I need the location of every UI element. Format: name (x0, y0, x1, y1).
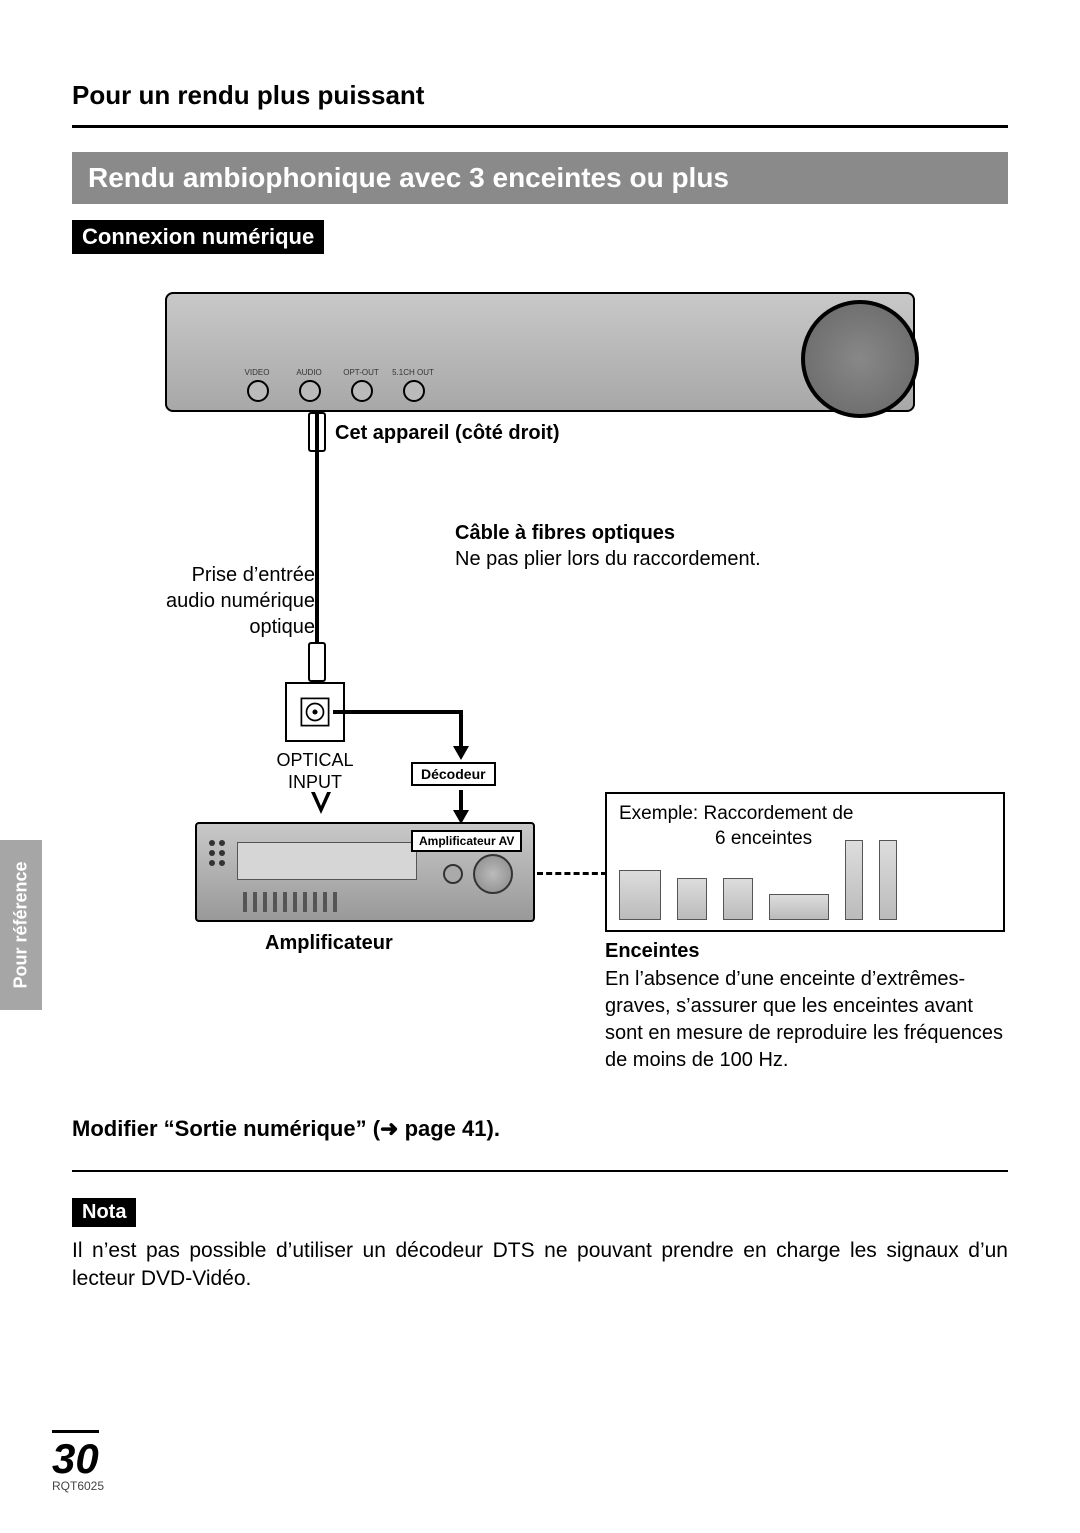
side-tab: Pour référence (0, 840, 42, 1010)
speaker-icon (723, 878, 753, 920)
subwoofer-icon (619, 870, 661, 920)
player-ports: VIDEO AUDIO OPT-OUT 5.1CH OUT (247, 380, 425, 402)
side-tab-label: Pour référence (11, 861, 32, 988)
cable-title: Câble à fibres optiques (455, 522, 675, 545)
optical-cable (315, 412, 319, 672)
section-rule (72, 1170, 1008, 1172)
tower-speaker-icon (879, 840, 897, 920)
modify-instruction: Modifier “Sortie numérique” (➜ page 41). (72, 1116, 1008, 1142)
page-number: 30 (52, 1430, 99, 1483)
dashed-connection (537, 872, 607, 875)
amplifier-label: Amplificateur (265, 932, 393, 955)
enceintes-text: En l’absence d’une enceinte d’extrêmes-g… (605, 966, 1005, 1074)
cable-plug-bottom (308, 642, 326, 682)
amp-av-label: Amplificateur AV (411, 830, 522, 852)
signal-line-h (333, 710, 463, 714)
port-video (247, 380, 269, 402)
page-title: Pour un rendu plus puissant (72, 80, 1008, 111)
doc-code: RQT6025 (52, 1479, 104, 1493)
optical-input-label: Prise d’entrée audio numérique optique (145, 562, 315, 640)
nota-text: Il n’est pas possible d’utiliser un déco… (72, 1237, 1008, 1294)
center-speaker-icon (769, 894, 829, 920)
arrow-down-icon (453, 746, 469, 760)
speaker-icon (677, 878, 707, 920)
page-number-block: 30 RQT6025 (52, 1430, 104, 1493)
port-optout (351, 380, 373, 402)
speaker-example-frame: Exemple: Raccordement de 6 enceintes (605, 792, 1005, 932)
speaker-icons (619, 840, 897, 920)
section-banner: Rendu ambiophonique avec 3 enceintes ou … (72, 152, 1008, 204)
signal-line-v1 (459, 710, 463, 750)
player-label: Cet appareil (côté droit) (335, 422, 559, 445)
sub-banner: Connexion numérique (72, 220, 324, 254)
speaker-example-line1: Exemple: Raccordement de (619, 803, 853, 824)
cable-note: Ne pas plier lors du raccordement. (455, 548, 761, 571)
decoder-box: Décodeur (411, 762, 496, 786)
manual-page: Pour un rendu plus puissant Rendu ambiop… (0, 0, 1080, 1533)
player-device: VIDEO AUDIO OPT-OUT 5.1CH OUT (165, 292, 915, 412)
nota-badge: Nota (72, 1198, 136, 1227)
port-51ch (403, 380, 425, 402)
tower-speaker-icon (845, 840, 863, 920)
port-audio (299, 380, 321, 402)
connection-diagram: VIDEO AUDIO OPT-OUT 5.1CH OUT Cet appare… (75, 272, 1005, 1092)
optical-input-text: OPTICAL INPUT (265, 750, 365, 793)
enceintes-heading: Enceintes (605, 940, 699, 963)
title-rule (72, 125, 1008, 128)
callout-tail (311, 792, 331, 814)
